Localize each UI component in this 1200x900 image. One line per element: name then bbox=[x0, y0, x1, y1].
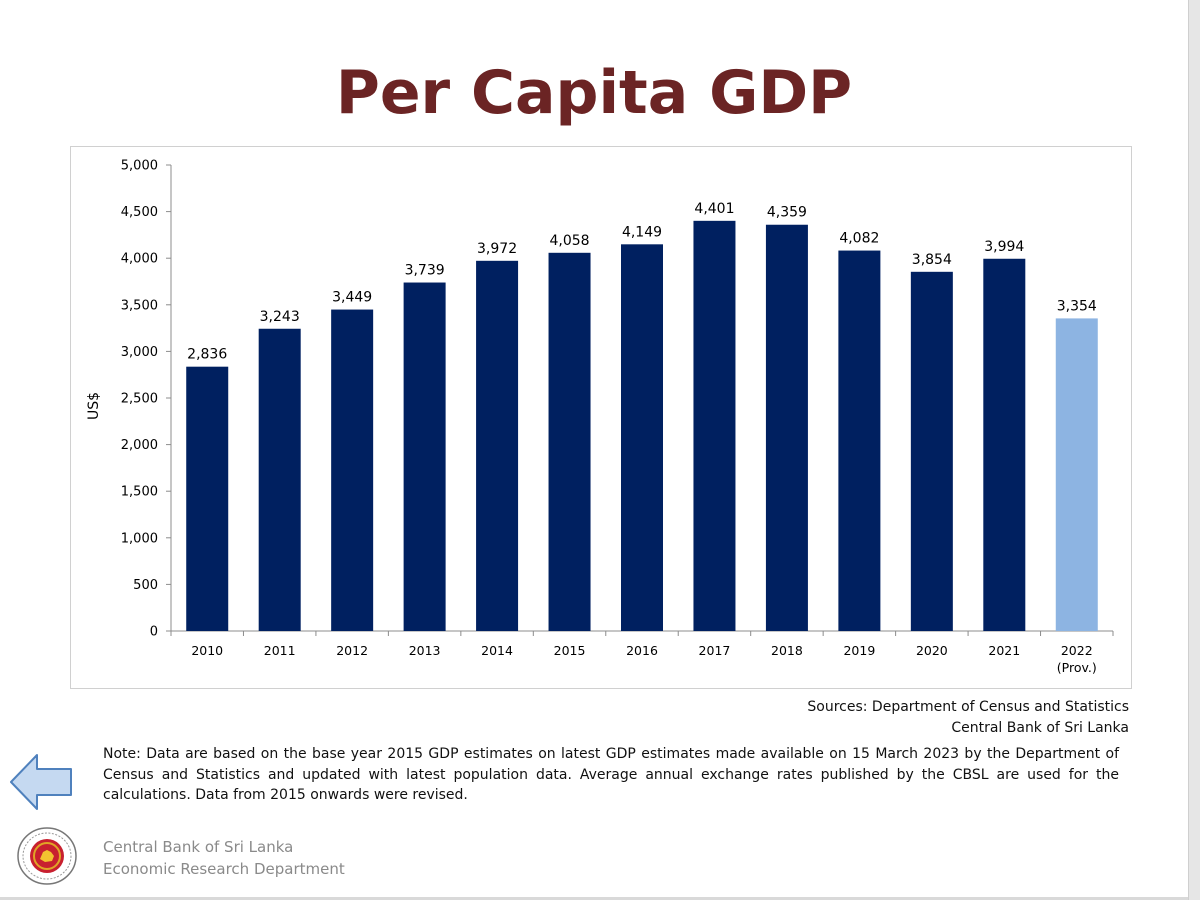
slide-bottom-border bbox=[0, 897, 1188, 900]
x-tick-label: 2021 bbox=[988, 643, 1020, 658]
y-tick-label: 500 bbox=[133, 578, 158, 593]
note-text: Note: Data are based on the base year 20… bbox=[103, 746, 1119, 803]
cbsl-seal-icon bbox=[17, 827, 77, 885]
data-label: 3,854 bbox=[912, 252, 952, 268]
left-arrow-icon[interactable] bbox=[9, 753, 75, 811]
sources: Sources: Department of Census and Statis… bbox=[807, 697, 1129, 739]
y-tick-label: 3,500 bbox=[121, 298, 158, 313]
bar bbox=[403, 282, 446, 631]
bar bbox=[258, 328, 301, 631]
bar bbox=[693, 220, 736, 632]
bar bbox=[765, 224, 808, 631]
data-label: 3,243 bbox=[260, 309, 300, 325]
y-axis-title: US$ bbox=[86, 392, 102, 420]
y-tick-label: 4,000 bbox=[121, 252, 158, 267]
y-tick-label: 1,000 bbox=[121, 531, 158, 546]
bar bbox=[621, 244, 663, 631]
y-tick-label: 0 bbox=[150, 625, 158, 640]
bar bbox=[186, 366, 229, 631]
y-tick-label: 3,000 bbox=[121, 345, 158, 360]
data-label: 3,994 bbox=[984, 239, 1024, 255]
y-tick-label: 1,500 bbox=[121, 485, 158, 500]
sources-line-1: Sources: Department of Census and Statis… bbox=[807, 699, 1129, 715]
x-tick-label: 2015 bbox=[554, 643, 586, 658]
data-label: 4,149 bbox=[622, 224, 662, 240]
x-tick-label: 2017 bbox=[699, 643, 731, 658]
footer: Central Bank of Sri Lanka Economic Resea… bbox=[103, 836, 345, 880]
data-label: 3,739 bbox=[405, 263, 445, 279]
data-label: 4,082 bbox=[839, 231, 879, 247]
bar bbox=[838, 250, 881, 631]
bar bbox=[476, 260, 519, 631]
slide-title: Per Capita GDP bbox=[335, 58, 853, 128]
y-tick-label: 2,500 bbox=[121, 392, 158, 407]
sources-line-2: Central Bank of Sri Lanka bbox=[951, 720, 1129, 736]
data-label: 4,401 bbox=[694, 201, 734, 217]
chart-frame: 0 500 1,000 1,500 2,000 2,500 3,000 3,500 4,000 4… bbox=[70, 146, 1132, 689]
y-tick-label: 2,000 bbox=[121, 438, 158, 453]
x-tick-label: 2013 bbox=[409, 643, 441, 658]
bar-chart: 0 500 1,000 1,500 2,000 2,500 3,000 3,500 4,000 4… bbox=[86, 159, 1114, 675]
bar bbox=[1055, 318, 1098, 631]
x-tick-label: 2014 bbox=[481, 643, 513, 658]
bar bbox=[331, 309, 374, 631]
x-tick-label: 2010 bbox=[191, 643, 223, 658]
window-edge bbox=[1188, 0, 1200, 900]
data-label: 3,449 bbox=[332, 290, 372, 306]
x-tick-label: 2012 bbox=[336, 643, 368, 658]
data-label: 3,354 bbox=[1057, 298, 1097, 314]
bar bbox=[548, 252, 591, 631]
x-tick-label: 2011 bbox=[264, 643, 296, 658]
data-label: 2,836 bbox=[187, 347, 227, 363]
x-tick-label: 2018 bbox=[771, 643, 803, 658]
y-tick-label: 5,000 bbox=[121, 159, 158, 174]
footer-line-2: Economic Research Department bbox=[103, 860, 345, 878]
x-tick-label: 2019 bbox=[843, 643, 875, 658]
x-tick-label: 2016 bbox=[626, 643, 658, 658]
data-label: 4,058 bbox=[549, 233, 589, 249]
footer-line-1: Central Bank of Sri Lanka bbox=[103, 838, 294, 856]
bar bbox=[983, 258, 1026, 631]
y-tick-label: 4,500 bbox=[121, 205, 158, 220]
x-tick-label: (Prov.) bbox=[1057, 660, 1097, 675]
bar bbox=[910, 271, 953, 631]
x-tick-label: 2022 bbox=[1061, 643, 1093, 658]
data-label: 4,359 bbox=[767, 205, 807, 221]
data-label: 3,972 bbox=[477, 241, 517, 257]
x-tick-label: 2020 bbox=[916, 643, 948, 658]
